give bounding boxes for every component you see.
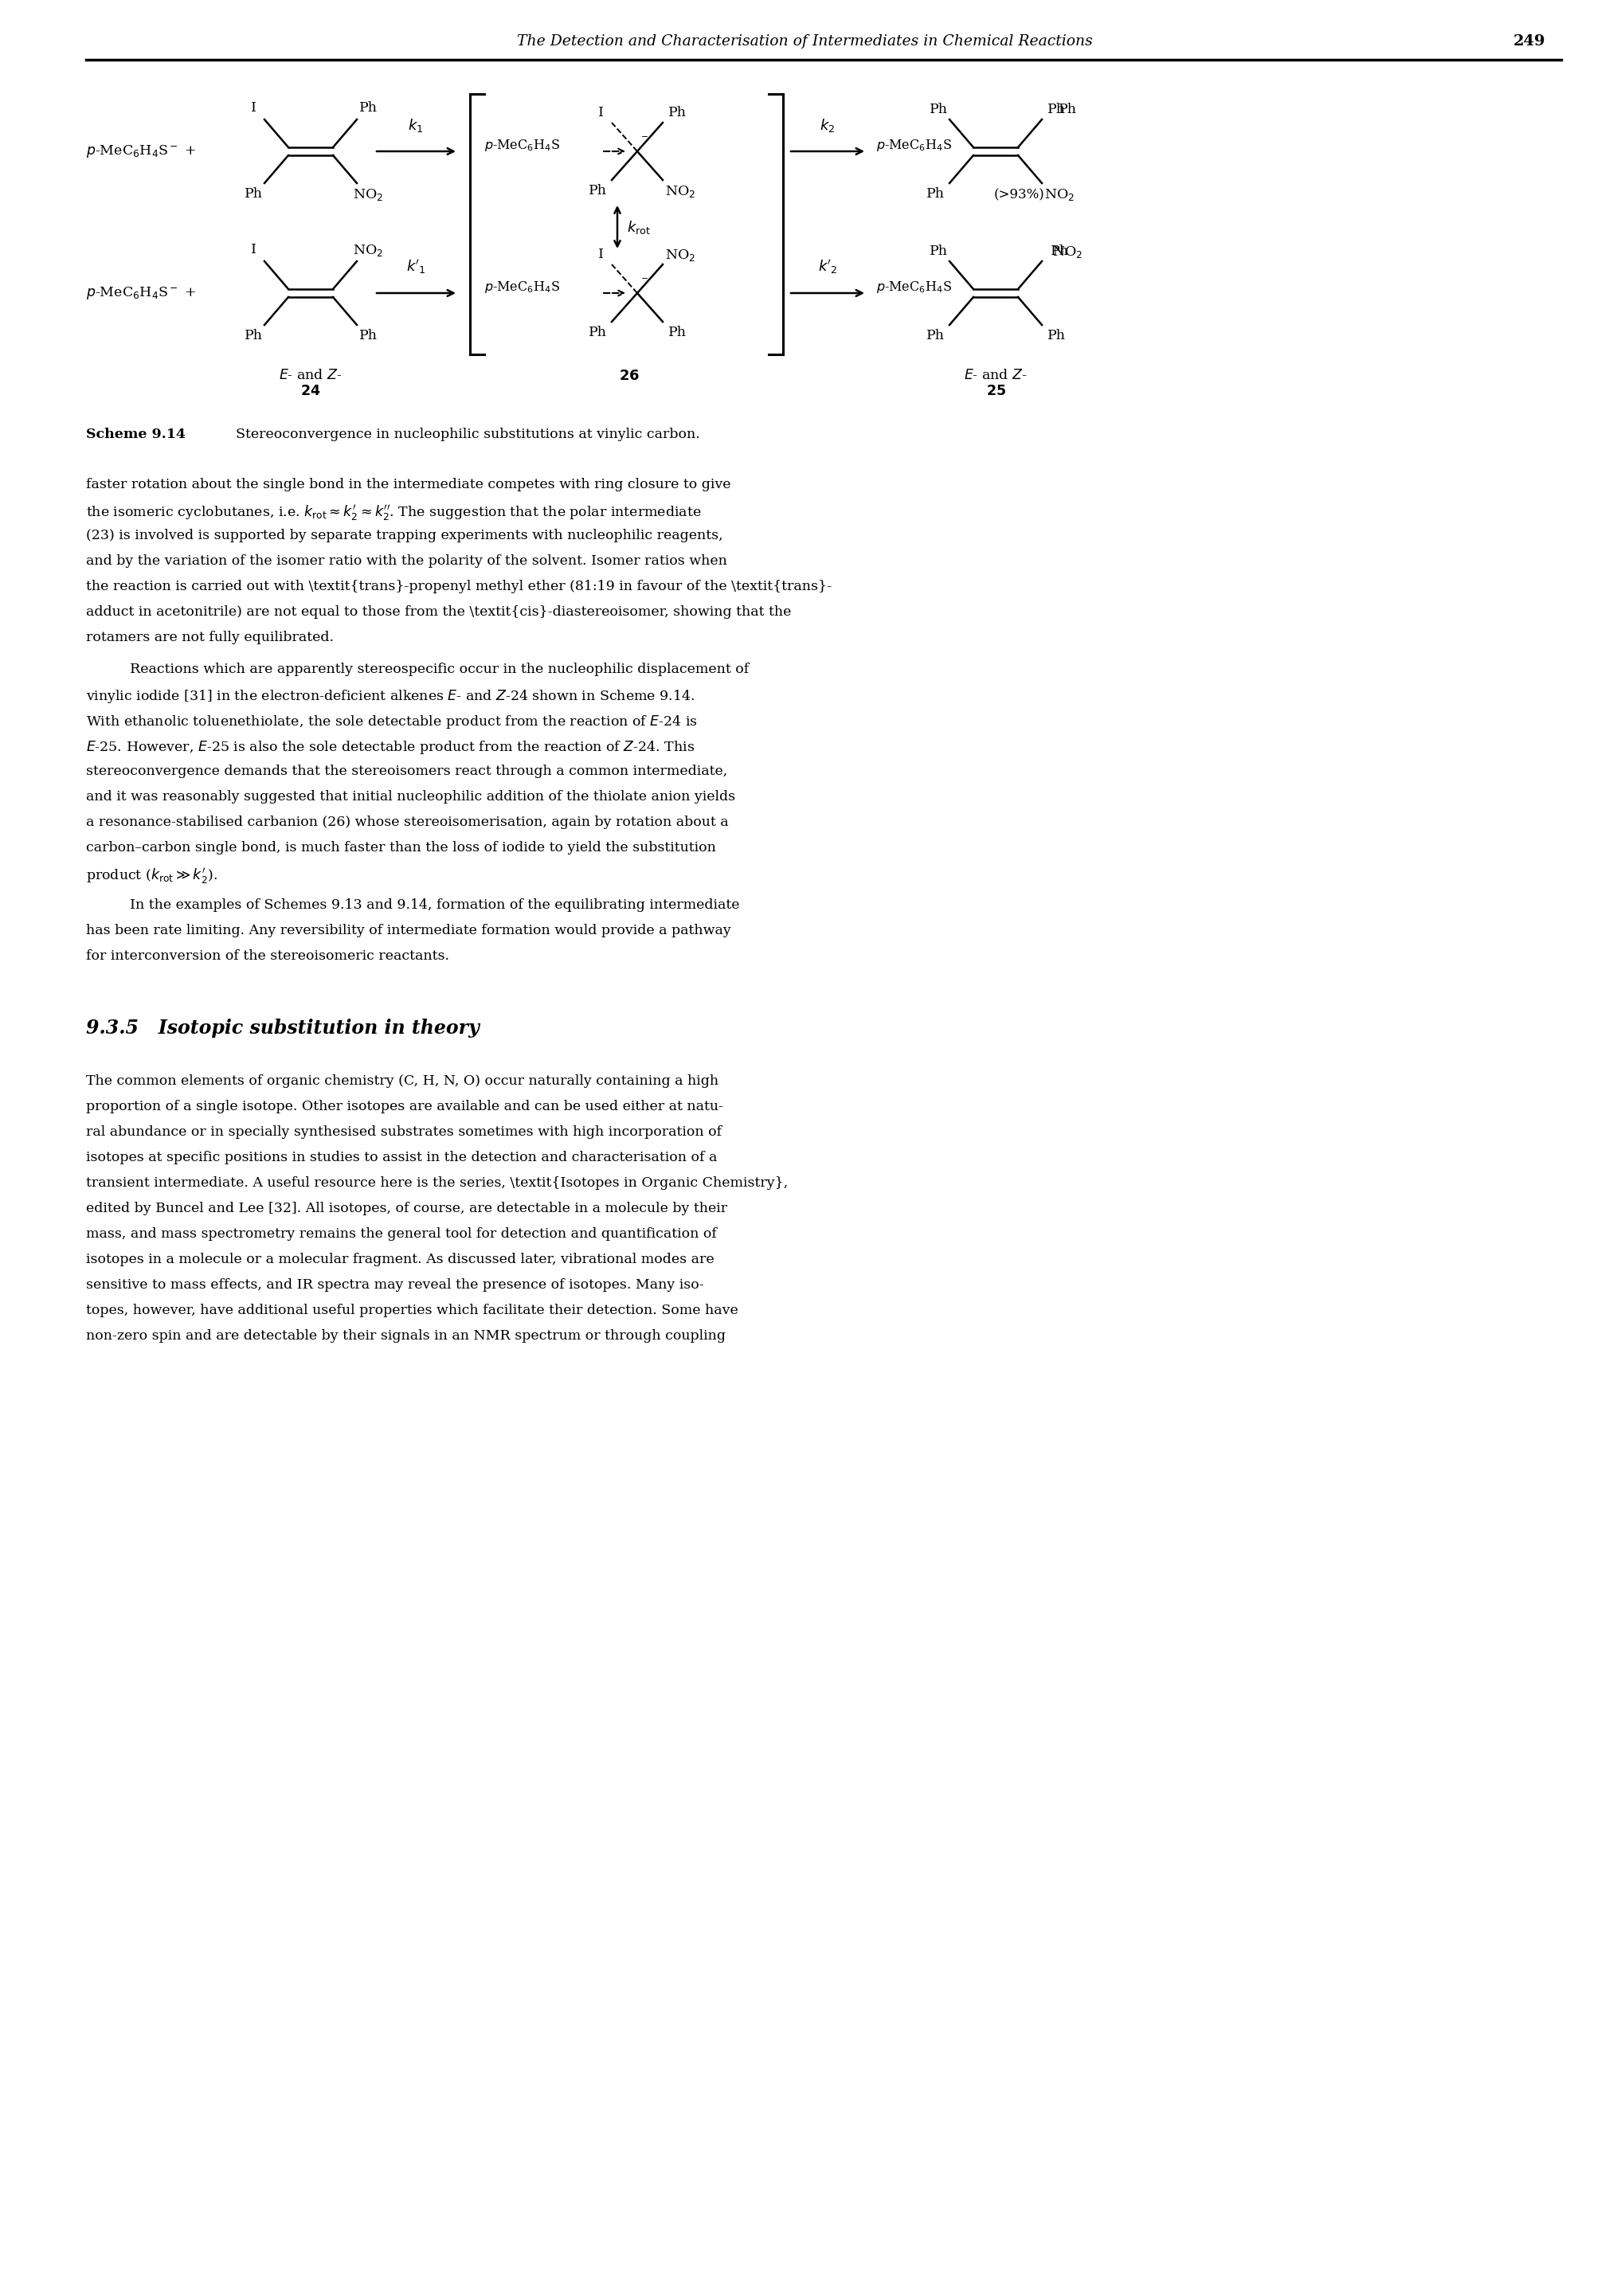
Text: $k_{\rm rot}$: $k_{\rm rot}$ [627, 218, 650, 234]
Text: $E$- and $Z$-
$\bf{25}$: $E$- and $Z$- $\bf{25}$ [964, 370, 1027, 397]
Text: for interconversion of the stereoisomeric reactants.: for interconversion of the stereoisomeri… [86, 948, 450, 962]
Text: proportion of a single isotope. Other isotopes are available and can be used eit: proportion of a single isotope. Other is… [86, 1100, 723, 1114]
Text: NO$_2$: NO$_2$ [353, 243, 383, 257]
Text: (23) is involved is supported by separate trapping experiments with nucleophilic: (23) is involved is supported by separat… [86, 528, 723, 542]
Text: $E$-25. However, $E$-25 is also the sole detectable product from the reaction of: $E$-25. However, $E$-25 is also the sole… [86, 739, 695, 755]
Text: vinylic iodide [31] in the electron-deficient alkenes $E$- and $Z$-24 shown in S: vinylic iodide [31] in the electron-defi… [86, 689, 695, 705]
Text: Ph: Ph [244, 188, 262, 202]
Text: In the examples of Schemes 9.13 and 9.14, formation of the equilibrating interme: In the examples of Schemes 9.13 and 9.14… [129, 898, 739, 912]
Text: Ph: Ph [1048, 328, 1066, 342]
Text: $p$-MeC$_6$H$_4$S: $p$-MeC$_6$H$_4$S [876, 280, 952, 294]
Text: transient intermediate. A useful resource here is the series, \textit{Isotopes i: transient intermediate. A useful resourc… [86, 1176, 787, 1189]
Text: 249: 249 [1514, 34, 1546, 48]
Text: Ph: Ph [930, 246, 948, 259]
Text: stereoconvergence demands that the stereoisomers react through a common intermed: stereoconvergence demands that the stere… [86, 765, 728, 778]
Text: carbon–carbon single bond, is much faster than the loss of iodide to yield the s: carbon–carbon single bond, is much faste… [86, 840, 716, 854]
Text: Stereoconvergence in nucleophilic substitutions at vinylic carbon.: Stereoconvergence in nucleophilic substi… [226, 427, 700, 441]
Text: the isomeric cyclobutanes, i.e. $k_{\rm rot} \approx k_2' \approx k_2''$. The su: the isomeric cyclobutanes, i.e. $k_{\rm … [86, 503, 702, 523]
Text: edited by Buncel and Lee [32]. All isotopes, of course, are detectable in a mole: edited by Buncel and Lee [32]. All isoto… [86, 1201, 728, 1215]
Text: $p$-MeC$_6$H$_4$S$^-$ +: $p$-MeC$_6$H$_4$S$^-$ + [86, 285, 196, 301]
Text: and it was reasonably suggested that initial nucleophilic addition of the thiola: and it was reasonably suggested that ini… [86, 790, 736, 804]
Text: non-zero spin and are detectable by their signals in an NMR spectrum or through : non-zero spin and are detectable by thei… [86, 1329, 726, 1343]
Text: Ph: Ph [927, 188, 944, 202]
Text: Ph: Ph [589, 184, 606, 197]
Text: $p$-MeC$_6$H$_4$S: $p$-MeC$_6$H$_4$S [485, 280, 559, 294]
Text: I: I [251, 243, 255, 257]
Text: I: I [251, 101, 255, 115]
Text: NO$_2$: NO$_2$ [1045, 186, 1075, 202]
Text: With ethanolic toluenethiolate, the sole detectable product from the reaction of: With ethanolic toluenethiolate, the sole… [86, 714, 697, 730]
Text: The Detection and Characterisation of Intermediates in Chemical Reactions: The Detection and Characterisation of In… [517, 34, 1093, 48]
Text: $k_2$: $k_2$ [820, 117, 836, 133]
Text: $^-$: $^-$ [639, 135, 648, 145]
Text: mass, and mass spectrometry remains the general tool for detection and quantific: mass, and mass spectrometry remains the … [86, 1228, 716, 1240]
Text: NO$_2$: NO$_2$ [665, 248, 695, 262]
Text: sensitive to mass effects, and IR spectra may reveal the presence of isotopes. M: sensitive to mass effects, and IR spectr… [86, 1279, 703, 1293]
Text: Ph: Ph [1058, 103, 1077, 117]
Text: the reaction is carried out with \textit{trans}-propenyl methyl ether (81:19 in : the reaction is carried out with \textit… [86, 581, 831, 592]
Text: Ph: Ph [589, 326, 606, 340]
Text: I: I [598, 106, 603, 119]
Text: Ph: Ph [359, 101, 377, 115]
Text: Ph: Ph [927, 328, 944, 342]
Text: a resonance-stabilised carbanion (26) whose stereoisomerisation, again by rotati: a resonance-stabilised carbanion (26) wh… [86, 815, 729, 829]
Text: $p$-MeC$_6$H$_4$S: $p$-MeC$_6$H$_4$S [876, 138, 952, 152]
Text: isotopes in a molecule or a molecular fragment. As discussed later, vibrational : isotopes in a molecule or a molecular fr… [86, 1254, 715, 1267]
Text: ral abundance or in specially synthesised substrates sometimes with high incorpo: ral abundance or in specially synthesise… [86, 1125, 721, 1139]
Text: topes, however, have additional useful properties which facilitate their detecti: topes, however, have additional useful p… [86, 1304, 739, 1318]
Text: NO$_2$: NO$_2$ [665, 184, 695, 200]
Text: The common elements of organic chemistry (C, H, N, O) occur naturally containing: The common elements of organic chemistry… [86, 1075, 718, 1088]
Text: $k'_1$: $k'_1$ [406, 257, 425, 276]
Text: adduct in acetonitrile) are not equal to those from the \textit{cis}-diastereois: adduct in acetonitrile) are not equal to… [86, 606, 791, 620]
Text: product ($k_{\rm rot} \gg k_2'$).: product ($k_{\rm rot} \gg k_2'$). [86, 866, 217, 886]
Text: rotamers are not fully equilibrated.: rotamers are not fully equilibrated. [86, 631, 333, 645]
Text: Ph: Ph [668, 326, 686, 340]
Text: Ph: Ph [1048, 103, 1066, 117]
Text: $\bf{26}$: $\bf{26}$ [619, 370, 640, 383]
Text: Ph: Ph [1051, 246, 1069, 259]
Text: Reactions which are apparently stereospecific occur in the nucleophilic displace: Reactions which are apparently stereospe… [129, 664, 749, 675]
Text: $p$-MeC$_6$H$_4$S: $p$-MeC$_6$H$_4$S [485, 138, 559, 152]
Text: NO$_2$: NO$_2$ [353, 186, 383, 202]
Text: (>93%): (>93%) [994, 188, 1045, 202]
Text: Scheme 9.14: Scheme 9.14 [86, 427, 186, 441]
Text: Ph: Ph [244, 328, 262, 342]
Text: $^-$: $^-$ [639, 276, 648, 287]
Text: Ph: Ph [930, 103, 948, 117]
Text: isotopes at specific positions in studies to assist in the detection and charact: isotopes at specific positions in studie… [86, 1150, 718, 1164]
Text: $k_1$: $k_1$ [407, 117, 424, 133]
Text: $k'_2$: $k'_2$ [818, 257, 838, 276]
Text: and by the variation of the isomer ratio with the polarity of the solvent. Isome: and by the variation of the isomer ratio… [86, 553, 728, 567]
Text: faster rotation about the single bond in the intermediate competes with ring clo: faster rotation about the single bond in… [86, 478, 731, 491]
Text: has been rate limiting. Any reversibility of intermediate formation would provid: has been rate limiting. Any reversibilit… [86, 923, 731, 937]
Text: Ph: Ph [359, 328, 377, 342]
Text: $p$-MeC$_6$H$_4$S$^-$ +: $p$-MeC$_6$H$_4$S$^-$ + [86, 142, 196, 158]
Text: $E$- and $Z$-
$\bf{24}$: $E$- and $Z$- $\bf{24}$ [280, 370, 343, 397]
Text: NO$_2$: NO$_2$ [1053, 243, 1082, 259]
Text: I: I [598, 248, 603, 262]
Text: Ph: Ph [668, 106, 686, 119]
Text: 9.3.5   Isotopic substitution in theory: 9.3.5 Isotopic substitution in theory [86, 1019, 479, 1038]
